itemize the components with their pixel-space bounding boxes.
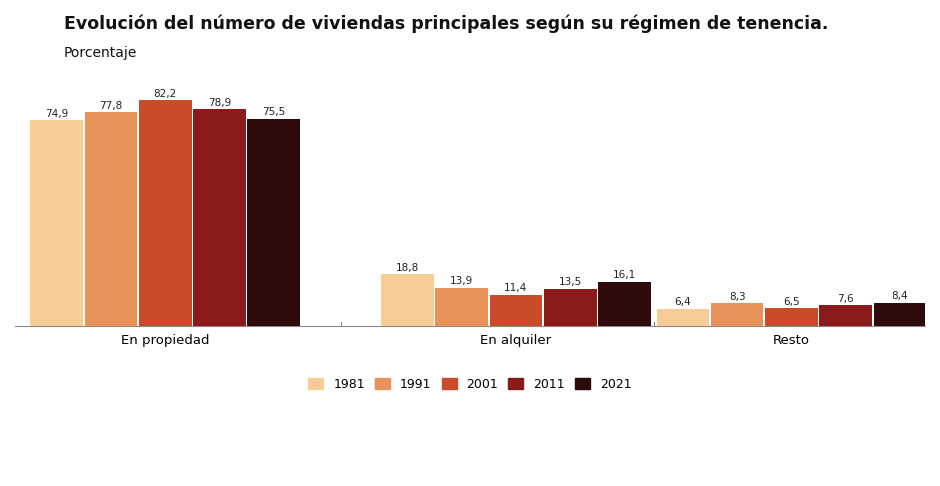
Bar	[820, 305, 872, 326]
Legend: 1981, 1991, 2001, 2011, 2021: 1981, 1991, 2001, 2011, 2021	[304, 373, 636, 396]
Text: 82,2: 82,2	[153, 88, 177, 99]
Bar	[656, 309, 709, 326]
Text: 6,5: 6,5	[783, 296, 800, 307]
Text: 8,3: 8,3	[728, 292, 745, 302]
Bar	[435, 288, 488, 326]
Bar	[544, 289, 597, 326]
Text: 11,4: 11,4	[504, 283, 527, 293]
Text: 75,5: 75,5	[262, 107, 286, 117]
Text: 16,1: 16,1	[613, 270, 636, 280]
Bar	[85, 112, 137, 326]
Text: Porcentaje: Porcentaje	[64, 46, 137, 60]
Text: 18,8: 18,8	[396, 263, 419, 273]
Bar	[711, 303, 763, 326]
Text: 74,9: 74,9	[45, 109, 69, 119]
Bar	[490, 295, 542, 326]
Bar	[873, 303, 926, 326]
Bar	[194, 109, 246, 326]
Bar	[598, 282, 650, 326]
Bar	[30, 121, 83, 326]
Text: 7,6: 7,6	[838, 294, 854, 304]
Text: Evolución del número de viviendas principales según su régimen de tenencia.: Evolución del número de viviendas princi…	[64, 15, 828, 33]
Text: 13,9: 13,9	[450, 276, 473, 286]
Text: 6,4: 6,4	[675, 297, 691, 307]
Text: 8,4: 8,4	[892, 292, 908, 301]
Bar	[765, 308, 818, 326]
Text: 78,9: 78,9	[208, 98, 231, 108]
Bar	[381, 275, 433, 326]
Bar	[139, 100, 192, 326]
Text: 77,8: 77,8	[100, 101, 122, 111]
Text: 13,5: 13,5	[558, 278, 582, 287]
Bar	[247, 119, 300, 326]
